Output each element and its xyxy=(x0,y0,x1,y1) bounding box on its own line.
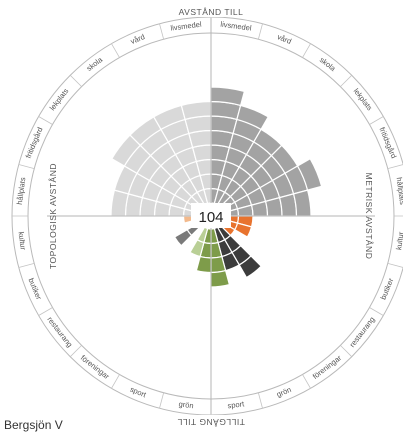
bar-segment-vard xyxy=(236,104,270,131)
sector-label-lekplats: lekplats xyxy=(48,86,71,112)
sector-divider xyxy=(38,116,53,125)
sector-divider xyxy=(38,307,53,316)
bar-segment-sport xyxy=(210,269,231,288)
bar-segment-fritidsgard xyxy=(296,157,323,191)
sector-divider xyxy=(257,392,263,409)
sector-label-hallplats: hållplats xyxy=(395,177,403,206)
axis-title-right: METRISK AVSTÅND xyxy=(364,173,374,260)
sector-dividers xyxy=(12,17,403,415)
sector-label-sport: sport xyxy=(227,399,246,410)
top-title-bg xyxy=(170,5,252,17)
sector-divider xyxy=(387,262,403,268)
bar-segment-livsmedel xyxy=(191,144,212,163)
sector-divider xyxy=(369,116,384,125)
sector-label-skola: skola xyxy=(318,55,338,73)
sector-label-fritidsgard: fritidsgård xyxy=(24,126,45,160)
bottom-title-bg xyxy=(167,415,255,427)
sector-divider xyxy=(369,307,384,316)
sector-divider xyxy=(340,75,352,87)
sector-label-livsmedel: livsmedel xyxy=(170,20,202,33)
sector-divider xyxy=(111,374,120,389)
sector-divider xyxy=(159,23,165,40)
axis-title-bottom: TILLGÅNG TILL xyxy=(177,417,245,427)
sector-divider xyxy=(18,164,35,170)
axis-titles: AVSTÅND TILL TILLGÅNG TILL METRISK AVSTÅ… xyxy=(48,5,374,427)
center-label-bg xyxy=(191,203,231,228)
sector-divider xyxy=(111,43,120,58)
bar-segment-butiker xyxy=(233,222,253,238)
sector-divider xyxy=(387,164,403,170)
sector-label-skola: skola xyxy=(85,55,105,73)
sector-divider xyxy=(18,262,35,268)
bar-segment-livsmedel xyxy=(210,86,246,107)
chart-bars xyxy=(110,86,323,288)
sector-label-gron: grön xyxy=(275,385,292,399)
sector-divider xyxy=(340,345,352,357)
sector-label-lekplats: lekplats xyxy=(352,87,375,113)
bar-segment-foreningar xyxy=(238,255,263,279)
sector-label-hallplats: hållplats xyxy=(15,177,28,206)
sector-label-kultur: kultur xyxy=(394,231,403,251)
sector-label-livsmedel: livsmedel xyxy=(220,20,252,33)
sector-label-vard: vård xyxy=(129,32,146,46)
sector-divider xyxy=(302,43,311,58)
center-value: 104 xyxy=(198,209,223,226)
bar-segment-hallplats xyxy=(292,189,312,217)
sector-divider xyxy=(257,23,263,40)
sector-divider xyxy=(302,374,311,389)
bar-segment-sport xyxy=(189,238,205,258)
sector-label-fritidsgard: fritidsgård xyxy=(377,126,398,160)
bar-segment-hallplats xyxy=(110,189,130,217)
sector-label-gron: grön xyxy=(178,399,194,410)
bar-segment-gron xyxy=(195,255,212,274)
sector-divider xyxy=(70,345,82,357)
sector-divider xyxy=(159,392,165,409)
axis-title-left: TOPOLOGISK AVSTÅND xyxy=(48,163,58,269)
bar-segment-restaurang xyxy=(173,228,193,247)
footer-label: Bergsjön V xyxy=(4,418,63,432)
axis-title-top: AVSTÅND TILL xyxy=(179,7,244,17)
bar-segment-hallplats xyxy=(264,196,283,217)
sector-label-vard: vård xyxy=(276,32,293,46)
sector-label-kultur: kultur xyxy=(16,231,27,251)
sector-divider xyxy=(70,75,82,87)
